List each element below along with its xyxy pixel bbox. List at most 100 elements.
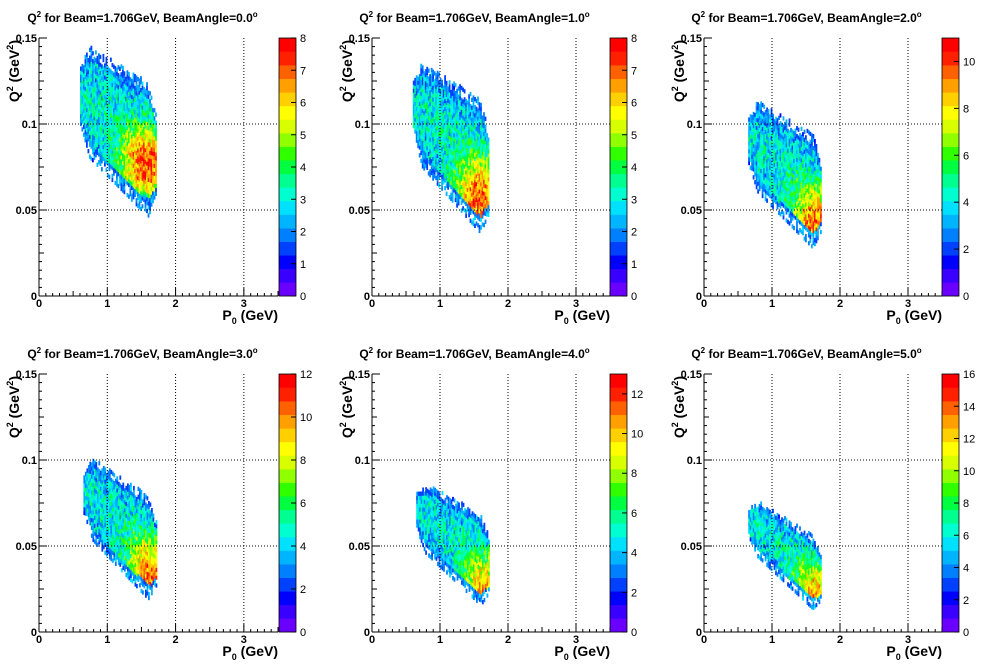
heatmap-cell xyxy=(108,515,111,521)
heatmap-cell xyxy=(113,131,115,137)
heatmap-cell xyxy=(799,168,801,173)
heatmap-cell xyxy=(125,167,127,172)
heatmap-cell xyxy=(420,79,423,84)
heatmap-cell xyxy=(122,498,125,503)
heatmap-cell xyxy=(152,107,154,113)
heatmap-cell xyxy=(108,119,111,124)
heatmap-cell xyxy=(773,130,776,136)
x-axis-label: P0 (GeV) xyxy=(554,307,610,326)
heatmap-cell xyxy=(784,193,786,198)
heatmap-cell xyxy=(806,192,809,197)
heatmap-cell xyxy=(811,184,813,190)
heatmap-cell xyxy=(475,189,478,195)
heatmap-cell xyxy=(96,503,99,508)
heatmap-cell xyxy=(435,112,437,117)
heatmap-cell xyxy=(487,177,490,182)
heatmap-cell xyxy=(790,167,792,172)
heatmap-cell xyxy=(87,113,90,118)
heatmap-cell xyxy=(95,533,98,538)
heatmap-cell xyxy=(149,103,151,108)
heatmap-cell xyxy=(778,143,780,148)
heatmap-cell xyxy=(149,110,151,116)
heatmap-cell xyxy=(754,172,756,177)
heatmap-cell xyxy=(107,522,110,527)
heatmap-cell xyxy=(788,205,791,210)
heatmap-cell xyxy=(134,582,137,587)
heatmap-cell xyxy=(117,92,120,98)
heatmap-cell xyxy=(127,511,129,516)
heatmap-cell xyxy=(415,110,418,116)
heatmap-cell xyxy=(788,150,791,155)
heatmap-cell xyxy=(141,188,144,193)
heatmap-cell xyxy=(149,201,151,207)
heatmap-cell xyxy=(93,155,96,160)
heatmap-cell xyxy=(87,121,90,126)
heatmap-cell xyxy=(812,221,815,226)
heatmap-cell xyxy=(791,192,794,197)
heatmap-cell xyxy=(429,161,432,166)
heatmap-cell xyxy=(83,475,86,480)
heatmap-cell xyxy=(117,73,120,78)
heatmap-cell xyxy=(152,175,154,180)
heatmap-cell xyxy=(444,146,446,151)
heatmap-cell xyxy=(782,211,785,216)
heatmap-cell xyxy=(418,82,421,87)
heatmap-cell xyxy=(96,138,99,144)
heatmap-cell xyxy=(130,526,132,531)
heatmap-cell xyxy=(483,151,485,156)
heatmap-cell xyxy=(150,131,153,136)
heatmap-cell xyxy=(96,130,99,136)
heatmap-cell xyxy=(448,183,451,188)
heatmap-cell xyxy=(463,207,466,213)
heatmap-cell xyxy=(102,89,105,94)
heatmap-cell xyxy=(797,163,800,168)
heatmap-cell xyxy=(460,184,463,190)
heatmap-cell xyxy=(116,527,119,532)
heatmap-cell xyxy=(462,166,464,171)
heatmap-cell xyxy=(773,170,776,175)
heatmap-cell xyxy=(143,106,145,112)
heatmap-cell xyxy=(781,138,783,143)
x-tick-label: 1 xyxy=(769,298,775,310)
heatmap-cell xyxy=(80,94,82,99)
heatmap-cell xyxy=(424,132,427,137)
heatmap-cell xyxy=(770,191,773,196)
heatmap-cell xyxy=(90,140,93,145)
heatmap-cell xyxy=(456,191,458,196)
heatmap-cell xyxy=(114,510,117,515)
heatmap-cell xyxy=(149,182,151,187)
heatmap-cell xyxy=(105,524,108,529)
heatmap-cell xyxy=(468,213,470,218)
heatmap-cell xyxy=(89,493,92,498)
heatmap-cell xyxy=(445,132,448,137)
heatmap-cell xyxy=(472,182,475,187)
heatmap-cell xyxy=(430,135,433,140)
heatmap-cell xyxy=(764,189,767,194)
heatmap-cell xyxy=(803,137,806,142)
heatmap-cell xyxy=(136,576,138,581)
heatmap-cell xyxy=(123,515,126,521)
color-bar-segment xyxy=(610,173,627,188)
heatmap-cell xyxy=(474,196,476,201)
heatmap-cell xyxy=(791,149,794,154)
heatmap-cell xyxy=(775,179,777,185)
heatmap-cell xyxy=(116,154,118,159)
heatmap-cell xyxy=(468,126,470,131)
heatmap-cell xyxy=(128,520,131,525)
heatmap-cell xyxy=(119,82,121,87)
heatmap-cell xyxy=(453,188,455,193)
heatmap-cell xyxy=(474,172,476,177)
heatmap-cell xyxy=(146,86,148,91)
heatmap-cell xyxy=(430,154,433,160)
heatmap-cell xyxy=(790,191,792,196)
heatmap-cell xyxy=(108,158,111,164)
heatmap-cell xyxy=(108,151,111,156)
heatmap-cell xyxy=(87,89,90,94)
heatmap-cell xyxy=(426,82,429,87)
heatmap-cell xyxy=(803,200,806,206)
heatmap-cell xyxy=(141,168,144,173)
heatmap-cell xyxy=(472,166,475,171)
heatmap-cell xyxy=(108,476,111,481)
heatmap-cell xyxy=(815,159,818,165)
heatmap-cell xyxy=(475,134,478,139)
